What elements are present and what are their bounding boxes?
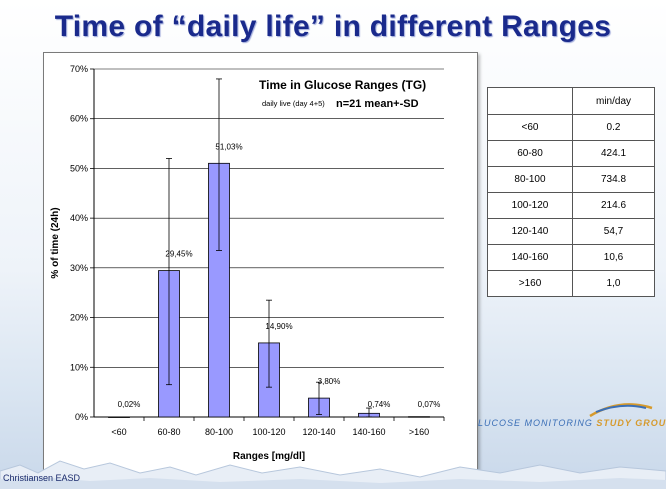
table-cell-minutes: 734.8 [572, 166, 655, 193]
table-cell-minutes: min/day [572, 87, 655, 115]
x-tick-label: <60 [111, 427, 126, 437]
table-row: >160 1,0 [487, 270, 655, 297]
y-tick-label: 30% [70, 263, 88, 273]
bar-value-label: 3,80% [318, 377, 341, 386]
x-tick-label: 100-120 [252, 427, 285, 437]
bar-value-label: 0,74% [368, 400, 391, 409]
table-header-row: min/day [487, 87, 655, 115]
x-tick-label: >160 [409, 427, 429, 437]
y-tick-label: 10% [70, 362, 88, 372]
table-cell-minutes: 214.6 [572, 192, 655, 219]
bar-value-label: 14,90% [265, 322, 292, 331]
swoosh-icon [589, 403, 653, 418]
table-cell-minutes: 54,7 [572, 218, 655, 245]
table-row: 100-120 214.6 [487, 192, 655, 219]
chart-title: Time in Glucose Ranges (TG) [259, 78, 426, 92]
table-cell-minutes: 424.1 [572, 140, 655, 167]
y-tick-label: 40% [70, 213, 88, 223]
footer-credit: Christiansen EASD [3, 473, 81, 483]
bar-chart: 0% 10% 20% 30% 40% 50% 60% 70% <60 0,02% 60-80 29,4… [50, 64, 445, 462]
y-tick-label: 0% [75, 412, 88, 422]
bar-value-label: 29,45% [165, 250, 192, 259]
table-cell-range: <60 [487, 114, 573, 141]
x-tick-label: 60-80 [157, 427, 180, 437]
x-tick-label: 120-140 [302, 427, 335, 437]
bar-value-label: 51,03% [215, 142, 242, 151]
y-tick-label: 70% [70, 64, 88, 74]
table-row: 120-140 54,7 [487, 218, 655, 245]
logo-text-light: LUCOSE MONITORING [478, 418, 593, 428]
logo-text-strong: STUDY GROUP [596, 418, 666, 428]
table-cell-range: 80-100 [487, 166, 573, 193]
chart-subtitle-small: daily live (day 4+5) [262, 99, 325, 108]
study-group-logo: LUCOSE MONITORING STUDY GROUP [470, 396, 666, 436]
x-axis-title: Ranges [mg/dl] [233, 451, 305, 462]
x-tick-label: 140-160 [352, 427, 385, 437]
table-cell-range: 140-160 [487, 244, 573, 271]
table-row: <60 0.2 [487, 114, 655, 141]
y-tick-label: 50% [70, 163, 88, 173]
table-cell-range: >160 [487, 270, 573, 297]
table-cell-range: 120-140 [487, 218, 573, 245]
table-cell-minutes: 10,6 [572, 244, 655, 271]
ice-background-decoration [0, 460, 666, 489]
bar [408, 416, 430, 418]
y-tick-label: 20% [70, 313, 88, 323]
chart-panel: 0% 10% 20% 30% 40% 50% 60% 70% <60 0,02% 60-80 29,4… [43, 52, 478, 488]
bar [108, 416, 130, 418]
chart-subtitle-big: n=21 mean+-SD [336, 98, 419, 110]
table-row: 80-100 734.8 [487, 166, 655, 193]
table-cell-range: 60-80 [487, 140, 573, 167]
table-cell-minutes: 1,0 [572, 270, 655, 297]
table-row: 140-160 10,6 [487, 244, 655, 271]
table-cell-range: 100-120 [487, 192, 573, 219]
bar-value-label: 0,02% [118, 400, 141, 409]
table-cell-minutes: 0.2 [572, 114, 655, 141]
bar-value-label: 0,07% [418, 400, 441, 409]
slide-title: Time of “daily life” in different Ranges [54, 10, 612, 43]
minutes-per-day-table: min/day <60 0.2 60-80 424.1 80-100 734.8 100-12… [487, 87, 655, 297]
y-axis-title: % of time (24h) [50, 207, 61, 278]
x-tick-label: 80-100 [205, 427, 233, 437]
y-tick-label: 60% [70, 114, 88, 124]
table-row: 60-80 424.1 [487, 140, 655, 167]
table-cell-range [487, 87, 573, 115]
